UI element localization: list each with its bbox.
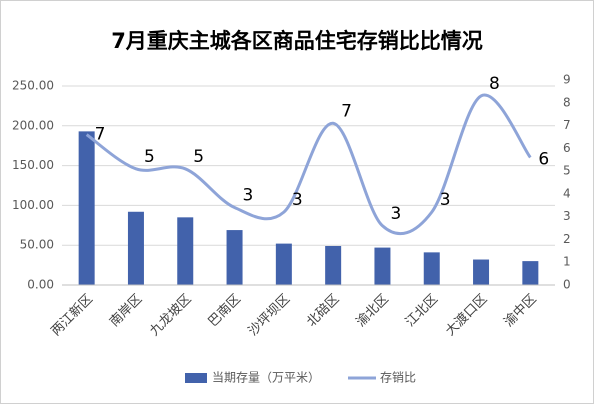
bar bbox=[127, 211, 144, 285]
data-label: 7 bbox=[341, 101, 352, 121]
bar bbox=[423, 252, 440, 285]
chart-title: 7月重庆主城各区商品住宅存销比比情况 bbox=[111, 29, 483, 53]
bar bbox=[473, 259, 490, 285]
y-tick-label: 250.00 bbox=[12, 79, 54, 93]
bar bbox=[325, 245, 342, 285]
bar bbox=[374, 247, 391, 285]
bar bbox=[275, 243, 292, 285]
data-label: 5 bbox=[144, 147, 155, 167]
data-label: 3 bbox=[292, 190, 303, 210]
data-label: 6 bbox=[538, 149, 549, 169]
y2-tick-label: 5 bbox=[563, 164, 571, 178]
data-label: 8 bbox=[489, 74, 500, 94]
y2-tick-label: 6 bbox=[563, 141, 571, 155]
bar bbox=[177, 217, 194, 285]
y2-tick-label: 8 bbox=[563, 95, 571, 109]
data-label: 3 bbox=[390, 204, 401, 224]
data-label: 3 bbox=[243, 186, 254, 206]
bar bbox=[78, 131, 95, 285]
bar bbox=[226, 230, 243, 285]
y2-tick-label: 1 bbox=[563, 255, 571, 269]
y2-tick-label: 3 bbox=[563, 209, 571, 223]
y2-tick-label: 4 bbox=[563, 186, 571, 200]
y2-tick-label: 7 bbox=[563, 118, 571, 132]
y-tick-label: 200.00 bbox=[12, 118, 54, 132]
y-tick-label: 50.00 bbox=[20, 238, 54, 252]
y2-tick-label: 9 bbox=[563, 73, 571, 87]
line bbox=[85, 93, 532, 236]
y-tick-label: 0.00 bbox=[27, 278, 54, 292]
y-tick-label: 150.00 bbox=[12, 158, 54, 172]
legend-label: 当期存量（万平米） bbox=[212, 371, 320, 385]
data-label: 3 bbox=[440, 190, 451, 210]
y-tick-label: 100.00 bbox=[12, 198, 54, 212]
bar bbox=[522, 261, 539, 285]
legend-swatch bbox=[185, 373, 207, 383]
data-label: 5 bbox=[193, 147, 204, 167]
legend-label: 存销比 bbox=[380, 371, 416, 385]
data-label: 7 bbox=[95, 125, 106, 145]
y2-tick-label: 0 bbox=[563, 278, 571, 292]
y2-tick-label: 2 bbox=[563, 232, 571, 246]
